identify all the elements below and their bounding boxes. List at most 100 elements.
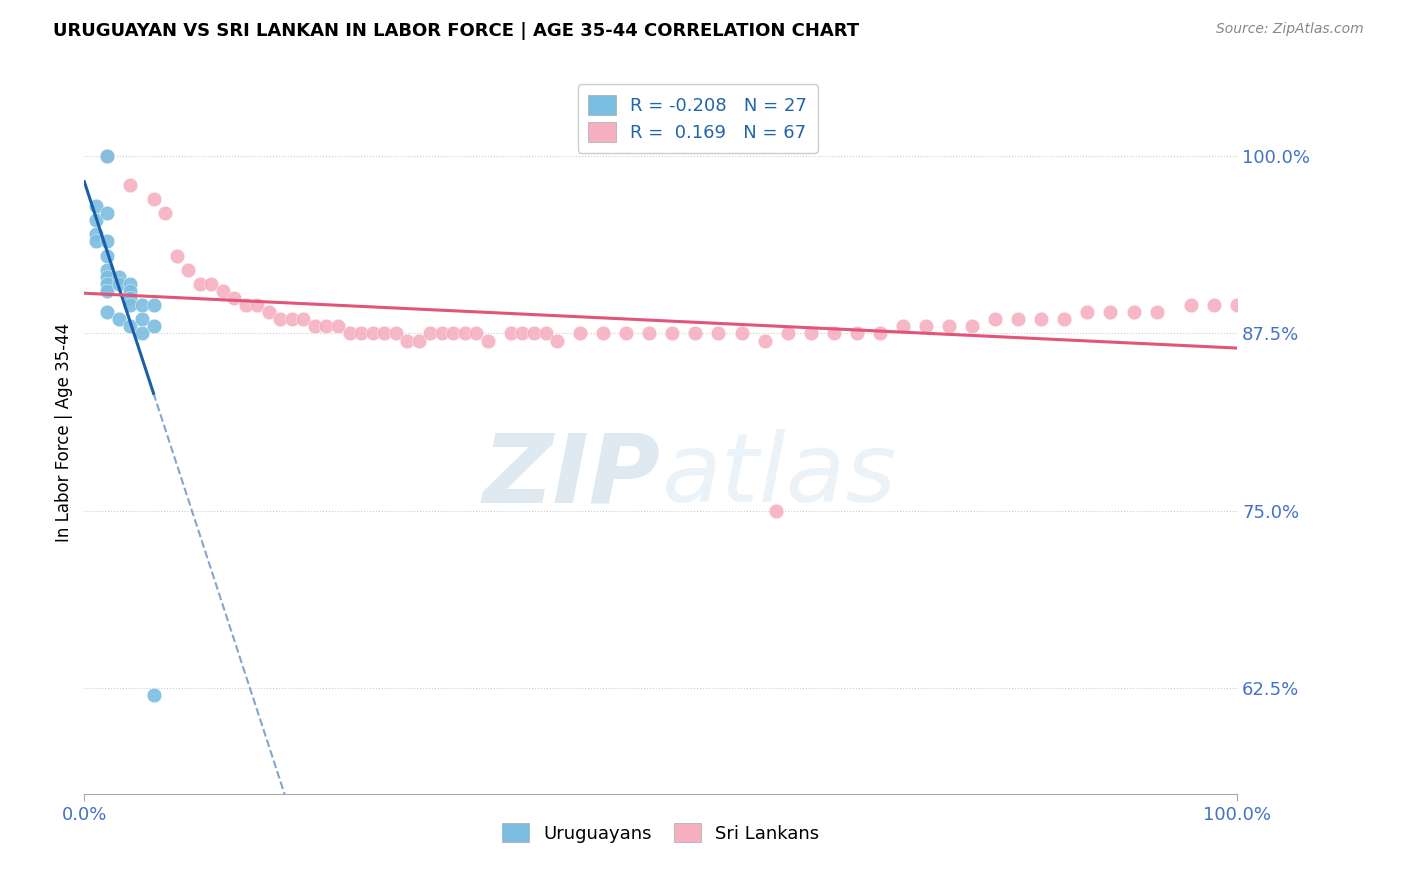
Point	[408, 334, 430, 348]
Point	[235, 298, 257, 312]
Point	[96, 262, 118, 277]
Point	[384, 326, 406, 341]
Text: ZIP: ZIP	[482, 429, 661, 523]
Point	[661, 326, 683, 341]
Point	[845, 326, 868, 341]
Point	[120, 291, 142, 305]
Point	[84, 227, 107, 242]
Point	[960, 319, 983, 334]
Point	[1122, 305, 1144, 319]
Point	[96, 248, 118, 262]
Point	[396, 334, 419, 348]
Point	[96, 284, 118, 298]
Point	[477, 334, 499, 348]
Point	[96, 235, 118, 249]
Point	[339, 326, 361, 341]
Point	[108, 277, 131, 291]
Point	[142, 192, 165, 206]
Point	[1180, 298, 1202, 312]
Point	[257, 305, 280, 319]
Point	[915, 319, 938, 334]
Point	[292, 312, 315, 326]
Point	[142, 319, 165, 334]
Point	[96, 269, 118, 284]
Point	[108, 269, 131, 284]
Point	[200, 277, 222, 291]
Point	[188, 277, 211, 291]
Text: Source: ZipAtlas.com: Source: ZipAtlas.com	[1216, 22, 1364, 37]
Point	[499, 326, 522, 341]
Point	[869, 326, 891, 341]
Point	[153, 206, 176, 220]
Point	[246, 298, 269, 312]
Point	[1099, 305, 1122, 319]
Legend: Uruguayans, Sri Lankans: Uruguayans, Sri Lankans	[495, 816, 827, 850]
Point	[96, 149, 118, 163]
Point	[269, 312, 291, 326]
Point	[120, 284, 142, 298]
Point	[1076, 305, 1098, 319]
Point	[361, 326, 384, 341]
Point	[315, 319, 337, 334]
Point	[823, 326, 845, 341]
Point	[131, 312, 153, 326]
Point	[326, 319, 349, 334]
Point	[800, 326, 823, 341]
Point	[96, 149, 118, 163]
Point	[454, 326, 477, 341]
Point	[84, 213, 107, 227]
Point	[96, 277, 118, 291]
Point	[166, 248, 188, 262]
Point	[938, 319, 960, 334]
Point	[1204, 298, 1226, 312]
Point	[120, 298, 142, 312]
Point	[765, 503, 787, 517]
Point	[419, 326, 441, 341]
Point	[1146, 305, 1168, 319]
Point	[373, 326, 395, 341]
Point	[1226, 298, 1249, 312]
Point	[546, 334, 568, 348]
Point	[465, 326, 488, 341]
Point	[96, 206, 118, 220]
Point	[120, 319, 142, 334]
Point	[776, 326, 799, 341]
Point	[142, 298, 165, 312]
Point	[512, 326, 534, 341]
Point	[707, 326, 730, 341]
Point	[685, 326, 707, 341]
Text: URUGUAYAN VS SRI LANKAN IN LABOR FORCE | AGE 35-44 CORRELATION CHART: URUGUAYAN VS SRI LANKAN IN LABOR FORCE |…	[53, 22, 859, 40]
Point	[281, 312, 304, 326]
Point	[1053, 312, 1076, 326]
Point	[84, 235, 107, 249]
Point	[523, 326, 546, 341]
Point	[534, 326, 557, 341]
Point	[614, 326, 637, 341]
Point	[177, 262, 200, 277]
Point	[441, 326, 464, 341]
Point	[1031, 312, 1053, 326]
Point	[120, 178, 142, 192]
Point	[142, 688, 165, 702]
Point	[891, 319, 914, 334]
Point	[224, 291, 246, 305]
Point	[638, 326, 661, 341]
Point	[984, 312, 1007, 326]
Point	[430, 326, 453, 341]
Point	[350, 326, 373, 341]
Point	[211, 284, 233, 298]
Y-axis label: In Labor Force | Age 35-44: In Labor Force | Age 35-44	[55, 323, 73, 542]
Text: atlas: atlas	[661, 429, 896, 523]
Point	[131, 326, 153, 341]
Point	[120, 277, 142, 291]
Point	[1007, 312, 1029, 326]
Point	[730, 326, 752, 341]
Point	[84, 199, 107, 213]
Point	[304, 319, 326, 334]
Point	[592, 326, 614, 341]
Point	[96, 305, 118, 319]
Point	[131, 298, 153, 312]
Point	[754, 334, 776, 348]
Point	[108, 312, 131, 326]
Point	[569, 326, 592, 341]
